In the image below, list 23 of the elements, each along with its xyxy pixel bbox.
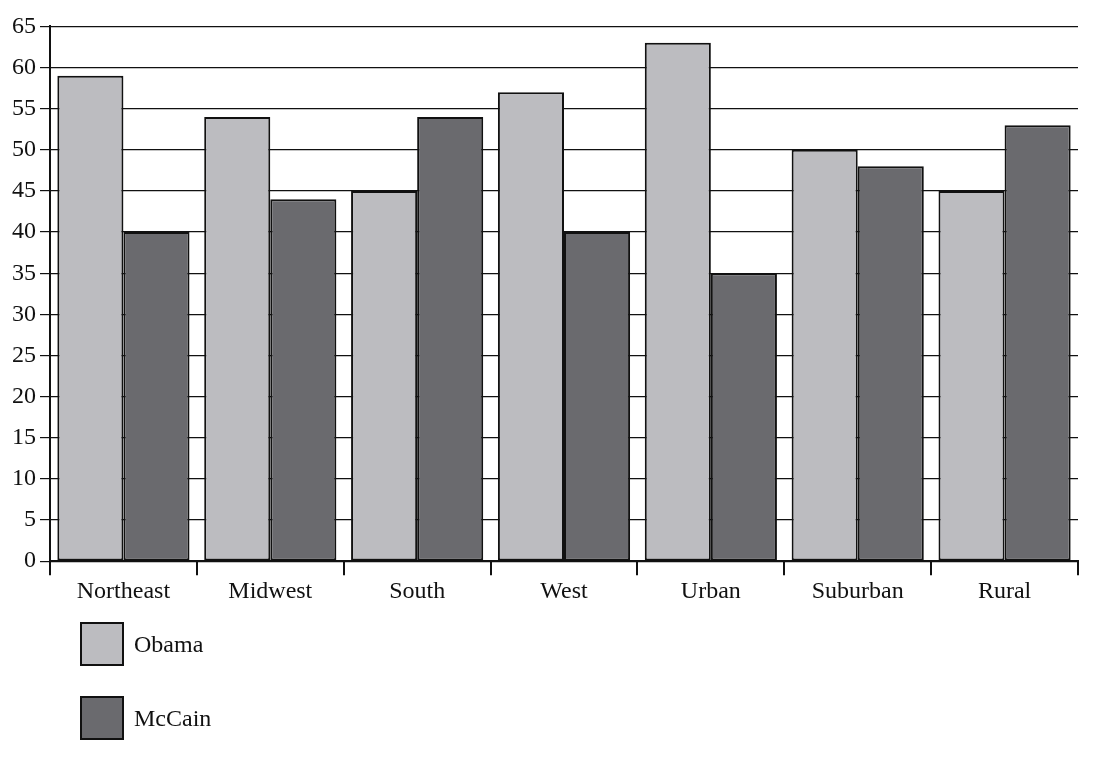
y-tick-label: 10 bbox=[12, 464, 36, 491]
y-tick-label: 20 bbox=[12, 381, 36, 408]
y-tick-label: 5 bbox=[24, 505, 36, 532]
y-tick-label: 30 bbox=[12, 299, 36, 326]
y-tick-label: 0 bbox=[24, 546, 36, 573]
x-tick-label: Urban bbox=[680, 576, 741, 603]
y-tick-label: 45 bbox=[12, 176, 36, 203]
y-tick-label: 25 bbox=[12, 340, 36, 367]
y-tick-label: 60 bbox=[12, 52, 36, 79]
y-tick-label: 15 bbox=[12, 423, 36, 450]
y-tick-label: 55 bbox=[12, 93, 36, 120]
x-tick-label: Suburban bbox=[811, 576, 904, 603]
x-tick-label: West bbox=[540, 576, 589, 603]
x-tick-label: South bbox=[389, 576, 446, 603]
x-tick-label: Northeast bbox=[76, 576, 171, 603]
x-tick-label: Midwest bbox=[228, 576, 313, 603]
y-tick-label: 40 bbox=[12, 217, 36, 244]
y-tick-label: 65 bbox=[12, 11, 36, 38]
legend-label: McCain bbox=[134, 704, 212, 732]
y-tick-label: 35 bbox=[12, 258, 36, 285]
x-tick-label: Rural bbox=[977, 576, 1032, 603]
y-tick-label: 50 bbox=[12, 135, 36, 162]
legend-label: Obama bbox=[134, 630, 204, 658]
